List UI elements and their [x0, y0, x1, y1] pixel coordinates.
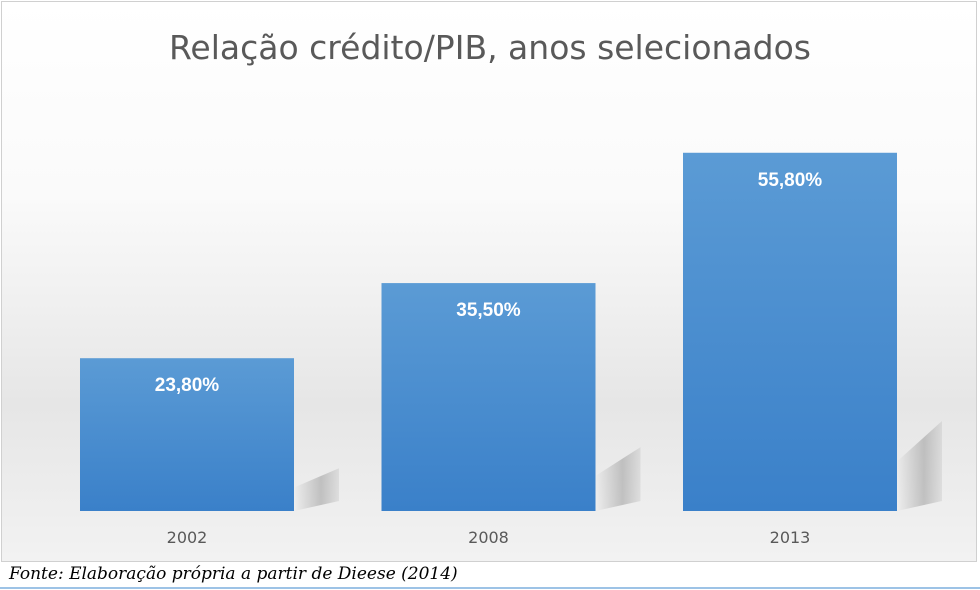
bar-2013	[683, 152, 897, 511]
data-label-2008: 35,50%	[456, 300, 521, 321]
chart-area: Relação crédito/PIB, anos selecionados 2…	[1, 1, 977, 562]
bar-2008	[381, 283, 596, 511]
bar-shadow	[294, 468, 339, 511]
chart-title: Relação crédito/PIB, anos selecionados	[168, 28, 812, 67]
bar-shadow	[595, 447, 641, 511]
divider	[0, 587, 980, 589]
data-label-2013: 55,80%	[758, 170, 823, 191]
x-tick-label-2013: 2013	[770, 528, 811, 547]
data-label-2002: 23,80%	[155, 375, 220, 396]
bar-shadow	[897, 421, 942, 511]
bar-2002	[80, 358, 294, 511]
x-tick-label-2002: 2002	[167, 528, 208, 547]
source-note: Fonte: Elaboração própria a partir de Di…	[9, 564, 458, 584]
bar-chart: 23,80% 35,50% 55,80% 2002 2008 2013	[80, 152, 942, 547]
x-tick-label-2008: 2008	[468, 528, 509, 547]
